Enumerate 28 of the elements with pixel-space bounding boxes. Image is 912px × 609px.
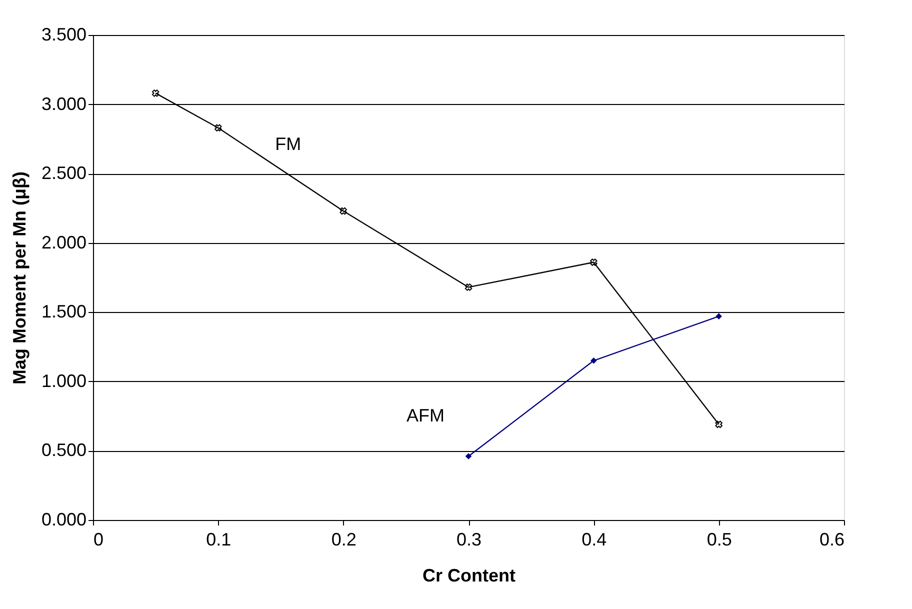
x-tick-label: 0 xyxy=(94,530,104,550)
y-tick-label: 3.000 xyxy=(41,94,86,114)
x-tick-label: 0.1 xyxy=(206,530,232,550)
point xyxy=(214,124,222,132)
point xyxy=(465,453,472,460)
x-tick-label: 0.6 xyxy=(819,530,844,550)
y-tick-label: 1.000 xyxy=(41,370,86,391)
x-axis-title: Cr Content xyxy=(422,566,516,586)
point xyxy=(152,90,160,97)
x-tick-label: 0.3 xyxy=(456,530,482,550)
point xyxy=(716,313,722,320)
y-tick-label: 0.500 xyxy=(41,440,86,460)
text: AFM xyxy=(406,405,444,426)
y-axis-title: Mag Moment per Mn (μβ) xyxy=(9,172,30,384)
series-label: FM xyxy=(275,134,302,154)
y-tick-label: 0.000 xyxy=(41,510,86,530)
x-tick-label: 0.5 xyxy=(706,530,732,550)
point xyxy=(340,207,347,215)
y-tick-label: 3.500 xyxy=(41,24,86,44)
y-tick-label: 2.500 xyxy=(41,163,86,184)
y-tick-label: 2.000 xyxy=(41,232,86,252)
point xyxy=(590,258,598,266)
x-tick-label: 0.2 xyxy=(331,530,356,550)
point xyxy=(464,284,472,291)
y-tick-label: 1.500 xyxy=(41,302,86,322)
point xyxy=(715,420,722,428)
x-tick-label: 0.4 xyxy=(582,530,607,550)
point xyxy=(590,357,597,364)
